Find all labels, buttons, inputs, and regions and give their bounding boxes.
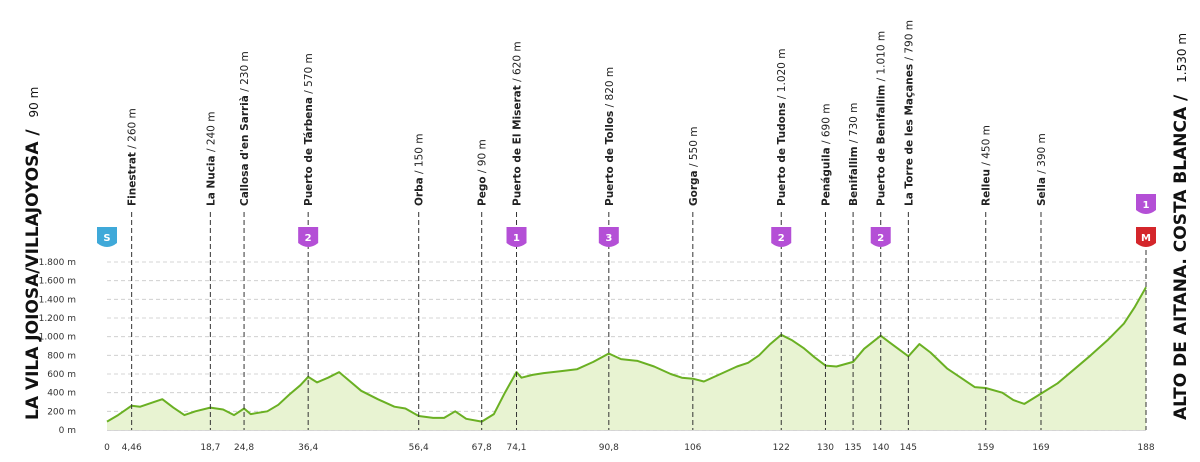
- x-tick-label: 56,4: [409, 443, 429, 453]
- finish-label-name: ALTO DE AITANA. COSTA BLANCA /: [1171, 94, 1191, 420]
- svg-text:1: 1: [1143, 200, 1150, 211]
- x-tick-label: 74,1: [506, 443, 526, 453]
- waypoint-label: Penáguila / 690 m: [820, 104, 832, 206]
- waypoint-label: Puerto de El Miserat / 620 m: [512, 41, 524, 206]
- start-label-altitude: 90 m: [27, 87, 41, 118]
- x-tick-label: 67,8: [472, 443, 492, 453]
- svg-text:ALTO DE AITANA. COSTA BLANCA /: ALTO DE AITANA. COSTA BLANCA / 1.530 m: [1171, 33, 1191, 420]
- svg-text:LA VILA JOIOSA/VILLAJOYOSA /: LA VILA JOIOSA/VILLAJOYOSA / 90 m: [23, 87, 43, 420]
- finish-label-altitude: 1.530 m: [1175, 33, 1189, 83]
- x-tick-label: 188: [1137, 443, 1154, 453]
- waypoint-label: Sella / 390 m: [1036, 133, 1048, 206]
- waypoint-label: Finestrat / 260 m: [127, 108, 139, 206]
- y-tick-label: 200 m: [47, 407, 76, 417]
- x-tick-label: 36,4: [298, 443, 318, 453]
- x-tick-label: 4,46: [122, 443, 142, 453]
- waypoint-label: Callosa d'en Sarrià / 230 m: [239, 51, 251, 206]
- profile-area: [107, 287, 1146, 430]
- y-tick-label: 1.200 m: [39, 314, 76, 324]
- x-tick-label: 0: [104, 443, 110, 453]
- climb-category-badge: 2: [771, 227, 792, 247]
- y-tick-label: 600 m: [47, 370, 76, 380]
- y-tick-label: 800 m: [47, 351, 76, 361]
- svg-text:1: 1: [513, 233, 520, 244]
- x-tick-label: 169: [1032, 443, 1049, 453]
- y-tick-label: 1.400 m: [39, 295, 76, 305]
- line-layer: [106, 286, 1147, 423]
- start-label: LA VILA JOIOSA/VILLAJOYOSA / 90 m: [23, 87, 43, 420]
- y-axis-ticks: 0 m 200 m 400 m 600 m 800 m 1.000 m 1.200 m 1.4…: [39, 258, 76, 436]
- waypoint-label: Puerto de Benifallim / 1.010 m: [876, 31, 888, 206]
- y-tick-label: 0 m: [59, 426, 76, 436]
- x-axis-ticks: 0 4,46 18,7 24,8 36,4 56,4 67,8 74,1 90,8 106 122 1…: [104, 443, 1155, 453]
- x-tick-label: 24,8: [234, 443, 254, 453]
- waypoint-label: La Nucia / 240 m: [205, 112, 217, 206]
- x-tick-label: 90,8: [599, 443, 619, 453]
- waypoint-label: Orba / 150 m: [414, 133, 426, 206]
- x-tick-label: 130: [817, 443, 834, 453]
- svg-text:3: 3: [605, 233, 612, 244]
- waypoint-label: Pego / 90 m: [477, 139, 489, 206]
- climb-category-badge: 3: [598, 227, 619, 247]
- y-tick-label: 400 m: [47, 389, 76, 399]
- badges: 2 1 3 2 2 S 1 M: [97, 194, 1156, 247]
- waypoint-label: Relleu / 450 m: [981, 125, 993, 206]
- start-badge: S: [97, 227, 117, 247]
- waypoint-label: Puerto de Tollos / 820 m: [604, 67, 616, 206]
- finish-badge: M: [1136, 227, 1156, 247]
- x-tick-label: 122: [773, 443, 790, 453]
- waypoint-label: Gorga / 550 m: [688, 127, 700, 206]
- y-tick-label: 1.800 m: [39, 258, 76, 268]
- start-label-name: LA VILA JOIOSA/VILLAJOYOSA /: [23, 129, 43, 420]
- finish-climb-badge: 1: [1136, 194, 1156, 214]
- waypoint-label: La Torre de les Maçanes / 790 m: [903, 20, 915, 206]
- svg-text:2: 2: [778, 233, 785, 244]
- waypoint-lines: [131, 212, 1147, 430]
- climb-category-badge: 2: [870, 227, 891, 247]
- waypoint-label: Puerto de Tárbena / 570 m: [303, 53, 315, 206]
- x-tick-label: 145: [900, 443, 917, 453]
- waypoint-labels: Finestrat / 260 m La Nucia / 240 m Callosa…: [127, 20, 1048, 206]
- svg-text:M: M: [1141, 233, 1151, 244]
- finish-label: ALTO DE AITANA. COSTA BLANCA / 1.530 m: [1171, 33, 1191, 420]
- profile-line: [106, 286, 1147, 423]
- waypoint-label: Puerto de Tudons / 1.020 m: [776, 49, 788, 206]
- svg-text:2: 2: [877, 233, 884, 244]
- x-tick-label: 135: [844, 443, 861, 453]
- y-tick-label: 1.000 m: [39, 333, 76, 343]
- x-tick-label: 18,7: [200, 443, 220, 453]
- svg-text:S: S: [103, 233, 110, 244]
- climb-category-badge: 1: [506, 227, 527, 247]
- x-tick-label: 140: [872, 443, 889, 453]
- climb-category-badge: 2: [298, 227, 319, 247]
- y-tick-label: 1.600 m: [39, 277, 76, 287]
- waypoint-label: Benifallim / 730 m: [848, 103, 860, 206]
- x-tick-label: 159: [977, 443, 994, 453]
- x-tick-label: 106: [684, 443, 701, 453]
- area-layer: [107, 287, 1146, 430]
- svg-text:2: 2: [305, 233, 312, 244]
